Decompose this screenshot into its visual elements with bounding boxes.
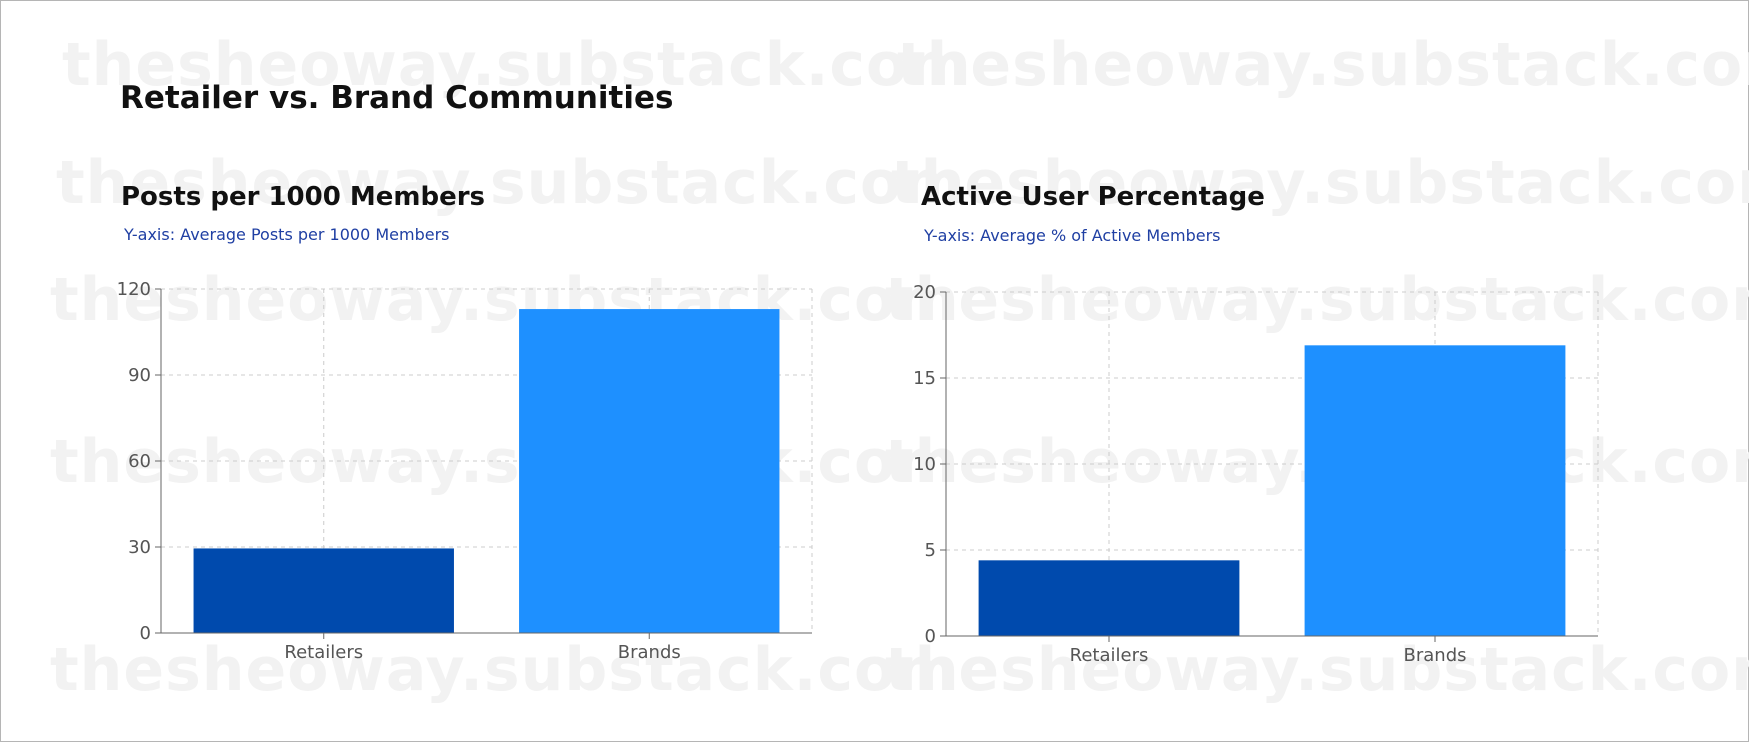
y-tick-label: 10 (913, 454, 936, 475)
x-tick-label: Brands (618, 642, 681, 663)
y-tick-label: 20 (913, 282, 936, 303)
chart-subtitle-active-users: Y-axis: Average % of Active Members (924, 226, 1221, 245)
page-title: Retailer vs. Brand Communities (120, 80, 674, 116)
y-tick-label: 30 (128, 537, 151, 558)
bar-retailers (978, 560, 1240, 636)
chart-title-active-users: Active User Percentage (921, 182, 1265, 212)
x-tick-label: Brands (1404, 645, 1467, 666)
bar-retailers (193, 548, 454, 633)
chart-title-posts: Posts per 1000 Members (121, 182, 486, 212)
y-tick-label: 90 (128, 365, 151, 386)
y-tick-label: 15 (913, 368, 936, 389)
x-tick-label: Retailers (1070, 645, 1149, 666)
chart-subtitle-posts: Y-axis: Average Posts per 1000 Members (124, 225, 450, 244)
x-tick-label: Retailers (284, 642, 363, 663)
y-tick-label: 5 (925, 540, 936, 561)
y-tick-label: 120 (117, 279, 151, 300)
bar-brands (1304, 345, 1566, 636)
bar-brands (519, 309, 780, 633)
y-tick-label: 0 (925, 626, 936, 647)
y-tick-label: 60 (128, 451, 151, 472)
y-tick-label: 0 (140, 623, 151, 644)
